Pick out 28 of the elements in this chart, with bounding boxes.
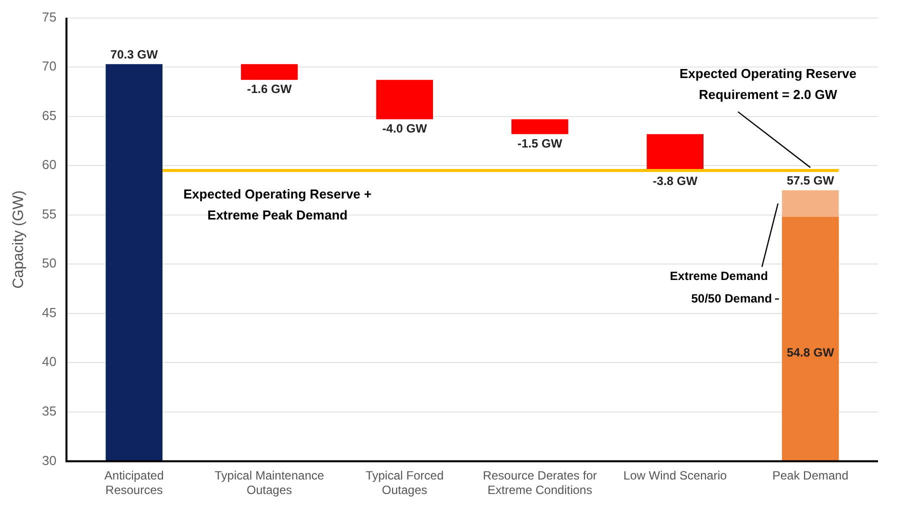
y-tick-label: 75 — [42, 9, 56, 24]
y-tick-label: 70 — [42, 58, 56, 74]
x-tick-label: Typical Maintenance Outages — [214, 468, 324, 498]
y-tick-label: 65 — [42, 108, 56, 123]
y-tick-label: 40 — [42, 354, 56, 370]
data-label: -1.5 GW — [518, 136, 563, 150]
data-label: -4.0 GW — [382, 122, 428, 136]
data-label: 57.5 GW — [786, 174, 835, 188]
x-tick-label: Resource Derates for Extreme Conditions — [482, 468, 597, 498]
y-axis-title: Capacity (GW) — [10, 190, 28, 289]
y-tick-label: 45 — [42, 304, 56, 320]
y-tick-label: 55 — [42, 206, 56, 222]
annotation: Expected Operating Reserve Requirement = 2.0 GW — [679, 66, 857, 102]
series-label: Extreme Demand — [670, 269, 768, 284]
x-tick-label: Low Wind Scenario — [623, 468, 728, 483]
y-tick-label: 50 — [42, 256, 56, 271]
data-label: 54.8 GW — [786, 345, 835, 360]
series-label: 50/50 Demand — [691, 291, 772, 306]
ref-line-label: Expected Operating Reserve + Extreme Peak Demand — [183, 186, 372, 223]
y-tick-label: 60 — [42, 157, 56, 172]
x-tick-label: Peak Demand — [772, 468, 848, 483]
y-tick-label: 30 — [42, 452, 56, 468]
data-label: -3.8 GW — [652, 174, 698, 188]
y-tick-label: 35 — [42, 404, 56, 419]
data-label: -1.6 GW — [247, 82, 292, 96]
x-tick-label: Typical Forced Outages — [366, 468, 444, 498]
data-label: 70.3 GW — [110, 47, 158, 62]
x-tick-label: Anticipated Resources — [104, 468, 164, 498]
